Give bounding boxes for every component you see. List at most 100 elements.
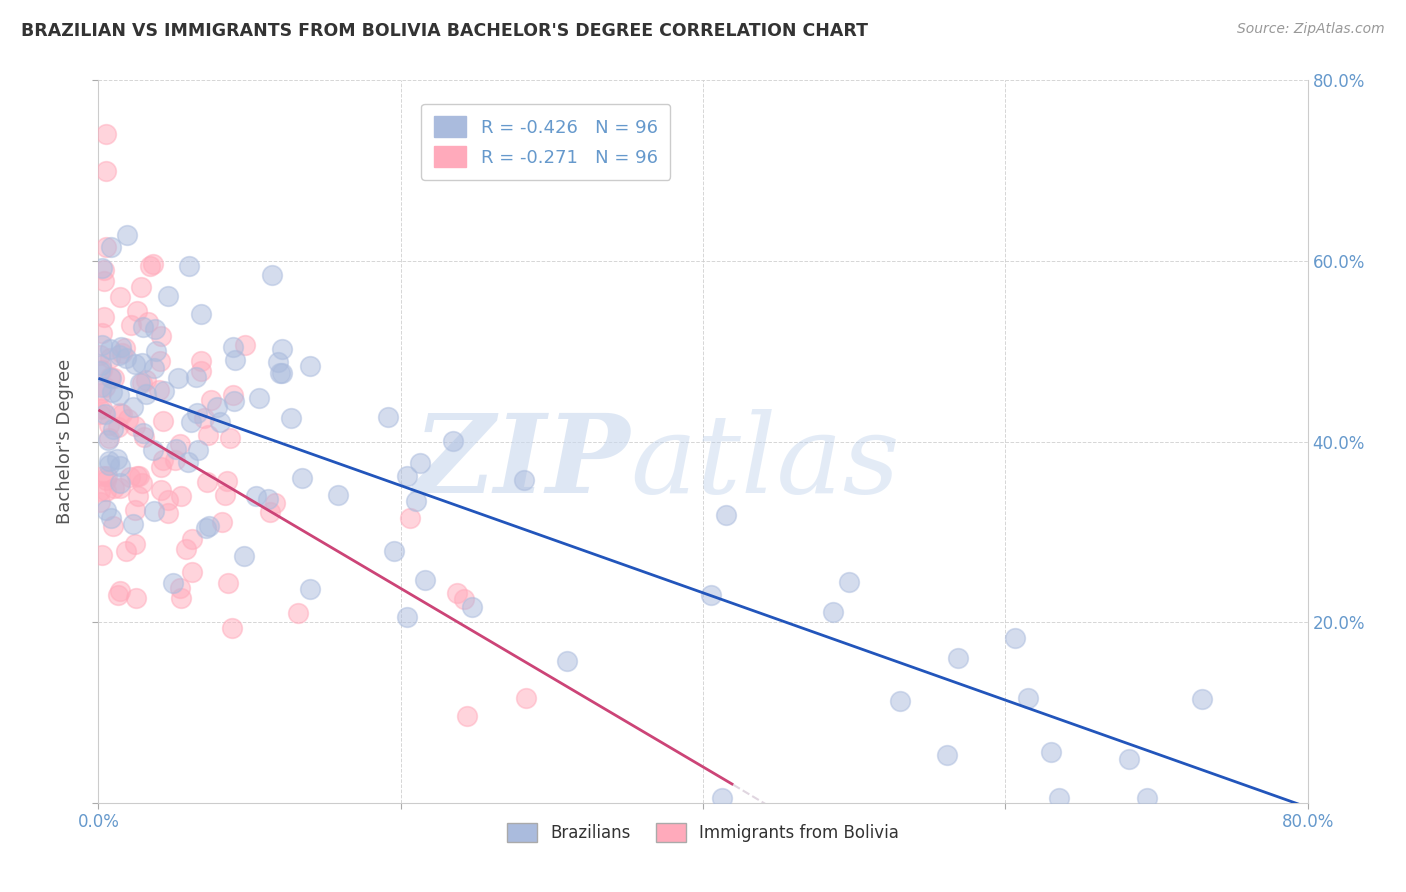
Point [90, 380, 112, 394]
Point [93, 274, 115, 288]
Point [208, 415, 231, 429]
Point [287, 606, 309, 620]
Point [108, 406, 131, 420]
Point [398, 511, 420, 525]
Point [93, 407, 115, 421]
Point [135, 387, 157, 401]
Point [163, 453, 186, 467]
Point [90, 386, 112, 401]
Point [396, 610, 419, 624]
Point [121, 516, 143, 531]
Point [97, 454, 120, 468]
Point [89, 348, 111, 362]
Point [195, 475, 218, 490]
Point [98, 431, 121, 445]
Point [157, 493, 180, 508]
Text: atlas: atlas [630, 409, 900, 517]
Point [269, 366, 291, 380]
Point [122, 400, 145, 414]
Point [108, 388, 131, 402]
Point [167, 370, 190, 384]
Point [197, 427, 219, 442]
Point [264, 496, 287, 510]
Point [131, 356, 153, 370]
Point [131, 476, 153, 491]
Point [247, 392, 270, 406]
Point [93, 310, 115, 325]
Point [193, 411, 215, 425]
Point [132, 320, 155, 334]
Point [96, 433, 118, 447]
Point [149, 460, 172, 475]
Point [186, 406, 208, 420]
Point [125, 303, 148, 318]
Point [217, 474, 239, 488]
Point [142, 257, 165, 271]
Point [101, 422, 124, 436]
Point [711, 791, 734, 805]
Point [115, 351, 138, 366]
Point [1191, 692, 1213, 706]
Point [219, 431, 242, 445]
Point [441, 434, 464, 448]
Point [515, 691, 537, 706]
Point [165, 442, 187, 456]
Point [233, 338, 256, 352]
Point [298, 359, 321, 373]
Point [245, 489, 267, 503]
Point [103, 371, 125, 385]
Point [150, 483, 173, 498]
Point [413, 573, 436, 587]
Point [91, 326, 114, 341]
Point [174, 541, 197, 556]
Point [142, 503, 165, 517]
Point [91, 468, 114, 483]
Point [91, 260, 114, 275]
Point [180, 565, 202, 579]
Point [110, 346, 132, 360]
Point [1047, 791, 1070, 805]
Text: ZIP: ZIP [413, 409, 630, 517]
Point [114, 341, 136, 355]
Point [124, 591, 146, 605]
Point [190, 354, 212, 368]
Point [152, 453, 174, 467]
Point [128, 468, 150, 483]
Point [93, 263, 115, 277]
Point [823, 605, 845, 619]
Point [89, 402, 111, 417]
Point [270, 342, 292, 356]
Point [110, 459, 132, 474]
Point [555, 654, 578, 668]
Point [222, 340, 245, 354]
Point [107, 419, 129, 434]
Point [200, 392, 222, 407]
Point [153, 384, 176, 398]
Point [186, 369, 208, 384]
Point [142, 360, 165, 375]
Point [148, 384, 170, 398]
Point [700, 588, 723, 602]
Point [90, 363, 112, 377]
Point [224, 352, 246, 367]
Point [89, 407, 111, 421]
Point [115, 228, 138, 243]
Point [118, 470, 141, 484]
Point [1136, 791, 1159, 805]
Point [100, 371, 122, 385]
Point [142, 443, 165, 458]
Point [150, 329, 173, 343]
Point [169, 437, 191, 451]
Point [108, 583, 131, 598]
Point [326, 488, 349, 502]
Point [108, 348, 131, 362]
Point [110, 476, 132, 491]
Point [170, 489, 193, 503]
Point [98, 351, 121, 366]
Point [100, 511, 122, 525]
Point [157, 289, 180, 303]
Point [461, 600, 484, 615]
Point [91, 548, 114, 562]
Point [94, 483, 117, 498]
Point [124, 357, 146, 371]
